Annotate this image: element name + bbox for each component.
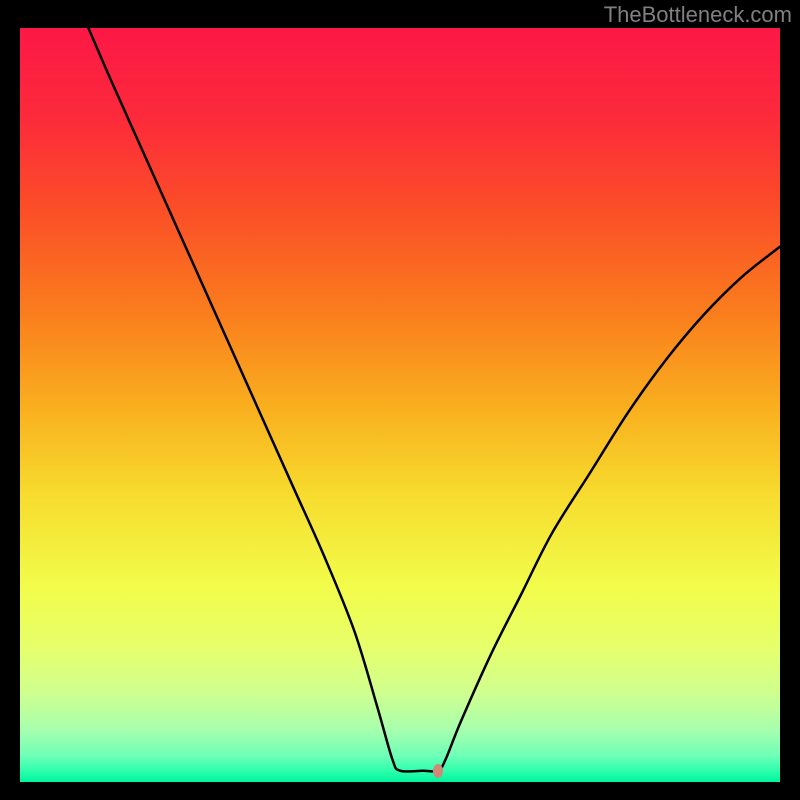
chart-container: TheBottleneck.com: [0, 0, 800, 800]
bottleneck-curve: [20, 28, 780, 782]
watermark-text: TheBottleneck.com: [604, 2, 792, 28]
plot-area: [20, 28, 780, 782]
optimum-marker: [433, 764, 443, 778]
